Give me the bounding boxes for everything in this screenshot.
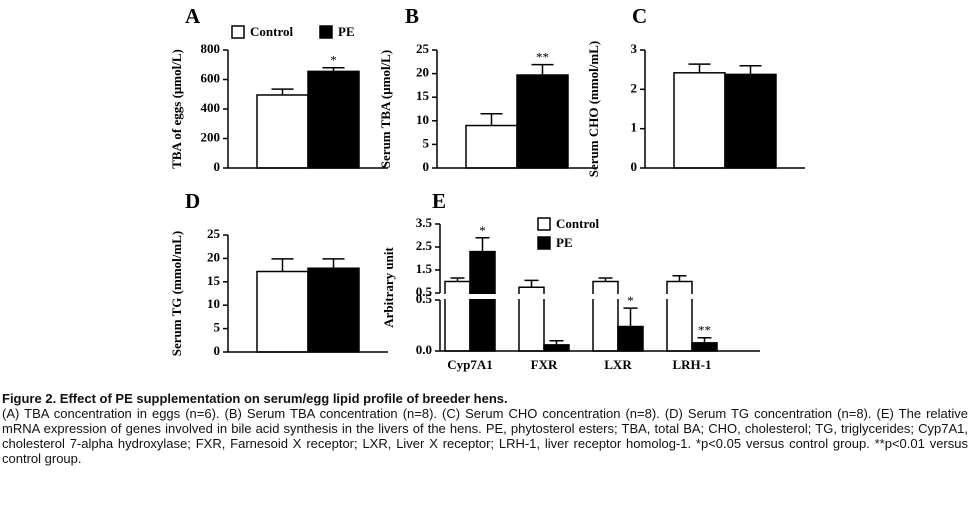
bar (469, 250, 496, 352)
y-tick-label: 1.5 (416, 261, 433, 276)
bar (307, 267, 360, 353)
error-bar (672, 275, 687, 282)
caption: Figure 2. Effect of PE supplementation o… (2, 391, 968, 466)
error-bar (450, 277, 465, 282)
bar (724, 73, 777, 169)
error-bar (688, 63, 711, 73)
y-axis-label: Arbitrary unit (381, 247, 396, 328)
bar (617, 325, 644, 352)
y-tick-label: 2.5 (416, 238, 433, 253)
bar (666, 280, 693, 352)
legend-label: Control (250, 24, 293, 39)
error-bar (271, 88, 294, 95)
y-axis-label: TBA of eggs (μmol/L) (169, 49, 184, 169)
bar (543, 344, 570, 352)
y-tick-label: 3 (631, 41, 638, 56)
y-axis-label: Serum TG (mmol/mL) (169, 231, 184, 356)
x-tick-label: LXR (604, 357, 632, 372)
bar (256, 270, 309, 353)
error-bar (271, 258, 294, 272)
error-bar (480, 112, 503, 126)
x-tick-label: LRH-1 (673, 357, 712, 372)
y-tick-label: 0.0 (416, 342, 432, 357)
error-bar (322, 258, 345, 269)
significance-label: * (627, 293, 634, 308)
panel-label: B (405, 4, 419, 28)
y-tick-label: 15 (207, 273, 221, 288)
error-bar (739, 64, 762, 75)
y-axis-label: Serum CHO (mmol/mL) (586, 41, 601, 177)
y-tick-label: 0 (423, 159, 430, 174)
y-tick-label: 1 (631, 120, 638, 135)
y-tick-label: 15 (416, 88, 430, 103)
legend-swatch (537, 236, 551, 250)
error-bar (531, 63, 554, 76)
panel-label: D (185, 189, 200, 213)
error-bar (623, 307, 638, 327)
y-tick-label: 0 (631, 159, 638, 174)
y-tick-label: 5 (423, 135, 430, 150)
y-tick-label: 200 (201, 129, 221, 144)
panel-label: E (432, 189, 446, 213)
error-bar (475, 237, 490, 252)
caption-body: (A) TBA concentration in eggs (n=6). (B)… (2, 406, 968, 466)
legend-label: PE (556, 235, 573, 250)
error-bar (549, 340, 564, 345)
y-axis-label: Serum TBA (μmol/L) (378, 50, 393, 168)
bar (673, 72, 726, 169)
significance-label: ** (536, 50, 549, 65)
error-bar (322, 66, 345, 72)
legend-swatch (319, 25, 333, 39)
bar (256, 94, 309, 169)
x-tick-label: Cyp7A1 (447, 357, 493, 372)
bar (444, 280, 471, 352)
bar (516, 74, 569, 169)
y-tick-label: 25 (207, 226, 221, 241)
y-tick-label: 20 (207, 249, 220, 264)
y-tick-label: 0.5 (416, 284, 433, 299)
legend-swatch (231, 25, 245, 39)
y-tick-label: 600 (201, 70, 221, 85)
bar (465, 124, 518, 169)
legend-label: Control (556, 216, 599, 231)
panel-label: A (185, 4, 201, 28)
bar (307, 70, 360, 169)
y-tick-label: 10 (416, 112, 429, 127)
y-tick-label: 400 (201, 100, 221, 115)
legend-label: PE (338, 24, 355, 39)
bar (592, 280, 619, 352)
y-tick-label: 0 (214, 343, 221, 358)
y-tick-label: 800 (201, 41, 221, 56)
significance-label: * (479, 223, 486, 238)
y-tick-label: 3.5 (416, 215, 433, 230)
y-tick-label: 2 (631, 80, 638, 95)
y-tick-label: 25 (416, 41, 430, 56)
significance-label: * (330, 53, 337, 68)
error-bar (697, 336, 712, 343)
legend-swatch (537, 217, 551, 231)
significance-label: ** (698, 323, 711, 338)
x-tick-label: FXR (531, 357, 558, 372)
bar (691, 342, 718, 352)
axis-break (432, 294, 762, 299)
y-tick-label: 5 (214, 320, 221, 335)
caption-title: Figure 2. Effect of PE supplementation o… (2, 391, 508, 406)
error-bar (598, 277, 613, 282)
y-tick-label: 0.5 (416, 291, 433, 306)
y-tick-label: 10 (207, 296, 220, 311)
panel-label: C (632, 4, 647, 28)
error-bar (524, 279, 539, 288)
y-tick-label: 20 (416, 65, 429, 80)
y-tick-label: 0 (214, 159, 221, 174)
